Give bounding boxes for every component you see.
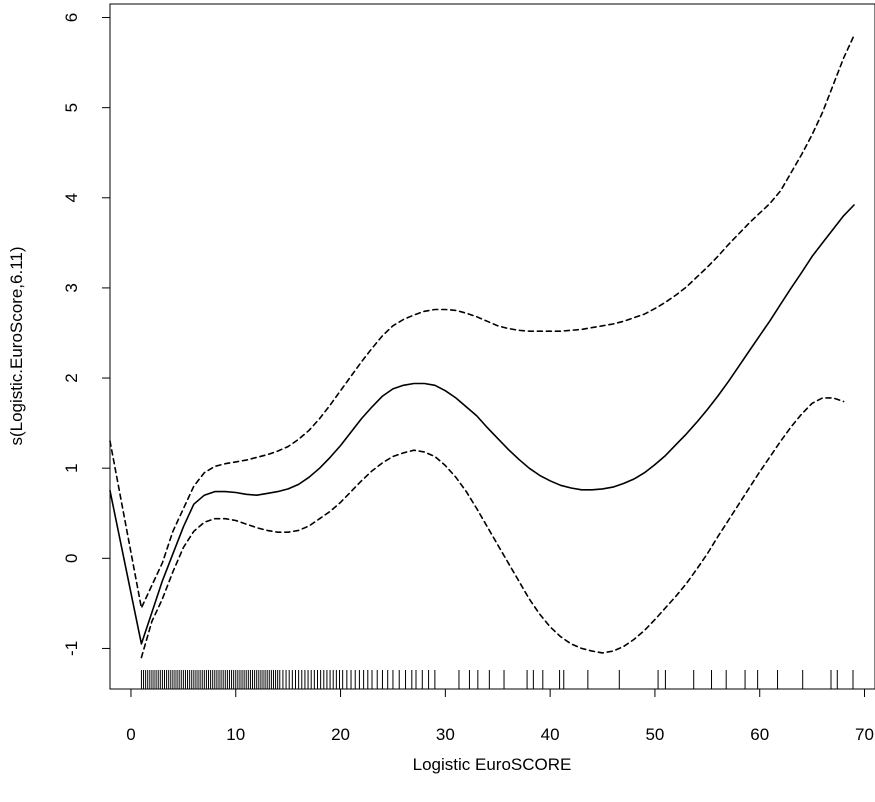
y-axis-title: s(Logistic.EuroScore,6.11) <box>7 246 26 445</box>
series-lines <box>109 34 855 659</box>
x-tick-label: 50 <box>645 725 664 744</box>
series-line-upper-band <box>109 34 855 609</box>
x-tick-label: 70 <box>855 725 874 744</box>
x-tick-label: 60 <box>750 725 769 744</box>
y-tick-label: 4 <box>62 193 81 202</box>
y-tick-label: 5 <box>62 103 81 112</box>
plot-frame <box>109 3 875 690</box>
y-tick-label: 3 <box>62 283 81 292</box>
x-tick-label: 0 <box>126 725 135 744</box>
x-tick-label: 30 <box>436 725 455 744</box>
x-tick-label: 40 <box>541 725 560 744</box>
y-tick-label: -1 <box>62 641 81 656</box>
y-axis: -1 0 1 2 3 4 5 6 <box>62 13 110 656</box>
series-line-lower-band <box>140 397 845 659</box>
rug-marks <box>140 670 854 689</box>
x-axis-title: Logistic EuroSCORE <box>413 755 572 774</box>
series-line-estimate <box>109 204 855 645</box>
x-tick-label: 20 <box>331 725 350 744</box>
x-axis: 0 10 20 30 40 50 60 70 <box>126 689 874 744</box>
y-tick-label: 0 <box>62 554 81 563</box>
y-tick-label: 6 <box>62 13 81 22</box>
y-tick-label: 1 <box>62 463 81 472</box>
y-tick-label: 2 <box>62 373 81 382</box>
x-tick-label: 10 <box>226 725 245 744</box>
